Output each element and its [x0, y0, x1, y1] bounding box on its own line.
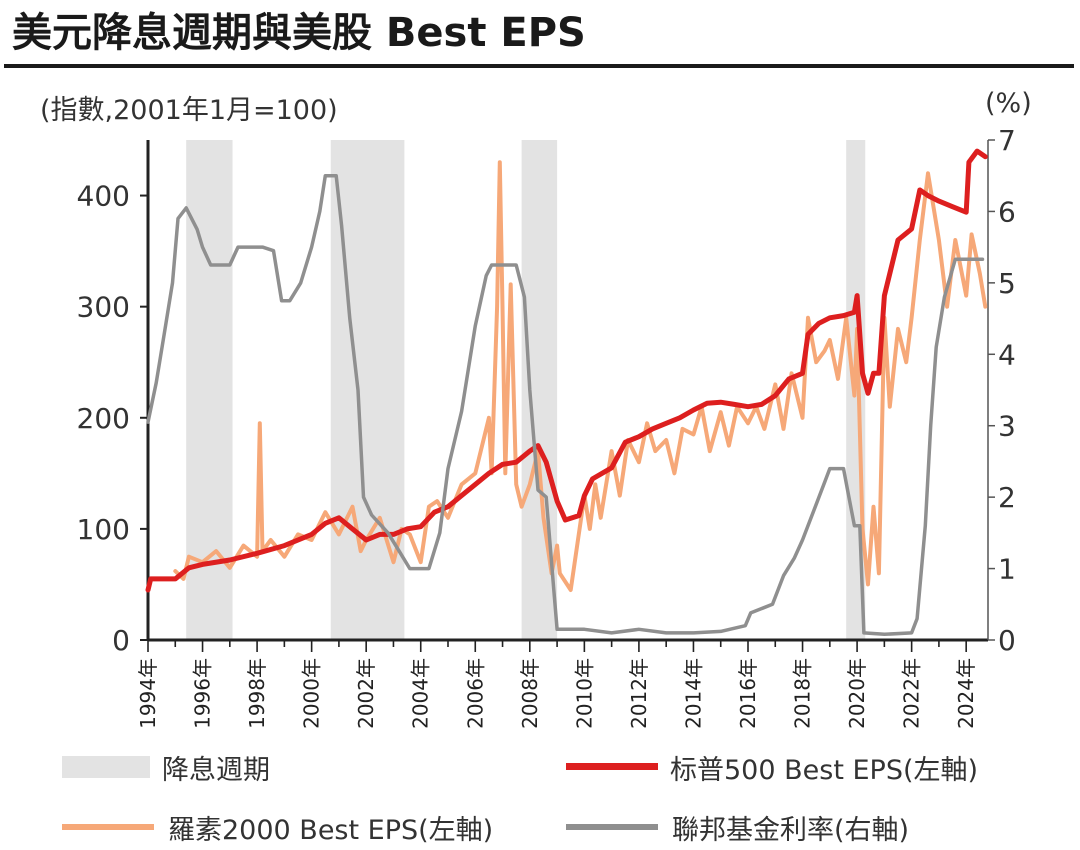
- left-tick-label-300: 300: [77, 291, 130, 324]
- x-tick-label-2024: 2024年: [954, 658, 978, 729]
- x-tick-label-1996: 1996年: [191, 658, 215, 729]
- right-tick-label-4: 4: [998, 338, 1016, 371]
- series-line-2: [173, 160, 988, 592]
- series-line-1: [145, 148, 988, 593]
- left-tick-label-200: 200: [77, 402, 130, 435]
- x-tick-label-1998: 1998年: [245, 658, 269, 729]
- right-axis-unit: (%): [985, 88, 1032, 119]
- left-axis-unit: (指數,2001年1月=100): [40, 95, 338, 126]
- left-tick-label-100: 100: [77, 513, 130, 546]
- legend-swatch-fed: [566, 824, 658, 830]
- x-tick-label-2000: 2000年: [300, 658, 324, 729]
- right-tick-label-3: 3: [998, 410, 1016, 443]
- chart-title: 美元降息週期與美股 Best EPS: [12, 10, 586, 56]
- x-tick-label-2022: 2022年: [900, 658, 924, 729]
- right-tick-label-1: 1: [998, 553, 1016, 586]
- x-tick-label-2012: 2012年: [627, 658, 651, 729]
- legend-label-russell: 羅素2000 Best EPS(左軸): [168, 815, 494, 846]
- right-tick-label-2: 2: [998, 481, 1016, 514]
- legend-swatch-sp500: [566, 763, 658, 770]
- x-tick-label-2002: 2002年: [354, 658, 378, 729]
- right-tick-label-5: 5: [998, 267, 1016, 300]
- x-tick-label-1994: 1994年: [136, 658, 160, 729]
- legend-swatch-russell: [62, 824, 154, 830]
- right-tick-label-7: 7: [998, 124, 1016, 157]
- x-tick-label-2008: 2008年: [518, 658, 542, 729]
- x-tick-label-2010: 2010年: [572, 658, 596, 729]
- right-tick-label-6: 6: [998, 195, 1016, 228]
- x-tick-label-2018: 2018年: [791, 658, 815, 729]
- legend-label-sp500: 标普500 Best EPS(左軸): [670, 755, 979, 786]
- legend-label-easing: 降息週期: [162, 755, 270, 786]
- x-tick-label-2006: 2006年: [463, 658, 487, 729]
- x-tick-label-2014: 2014年: [681, 658, 705, 729]
- left-tick-label-400: 400: [77, 180, 130, 213]
- legend-swatch-easing: [62, 756, 150, 778]
- series-line-3: [146, 173, 985, 637]
- legend-label-fed: 聯邦基金利率(右軸): [672, 815, 910, 846]
- x-tick-label-2016: 2016年: [736, 658, 760, 729]
- left-tick-label-0: 0: [112, 624, 130, 657]
- x-tick-label-2020: 2020年: [845, 658, 869, 729]
- right-tick-label-0: 0: [998, 624, 1016, 657]
- title-rule: [4, 64, 1074, 68]
- x-tick-label-2004: 2004年: [409, 658, 433, 729]
